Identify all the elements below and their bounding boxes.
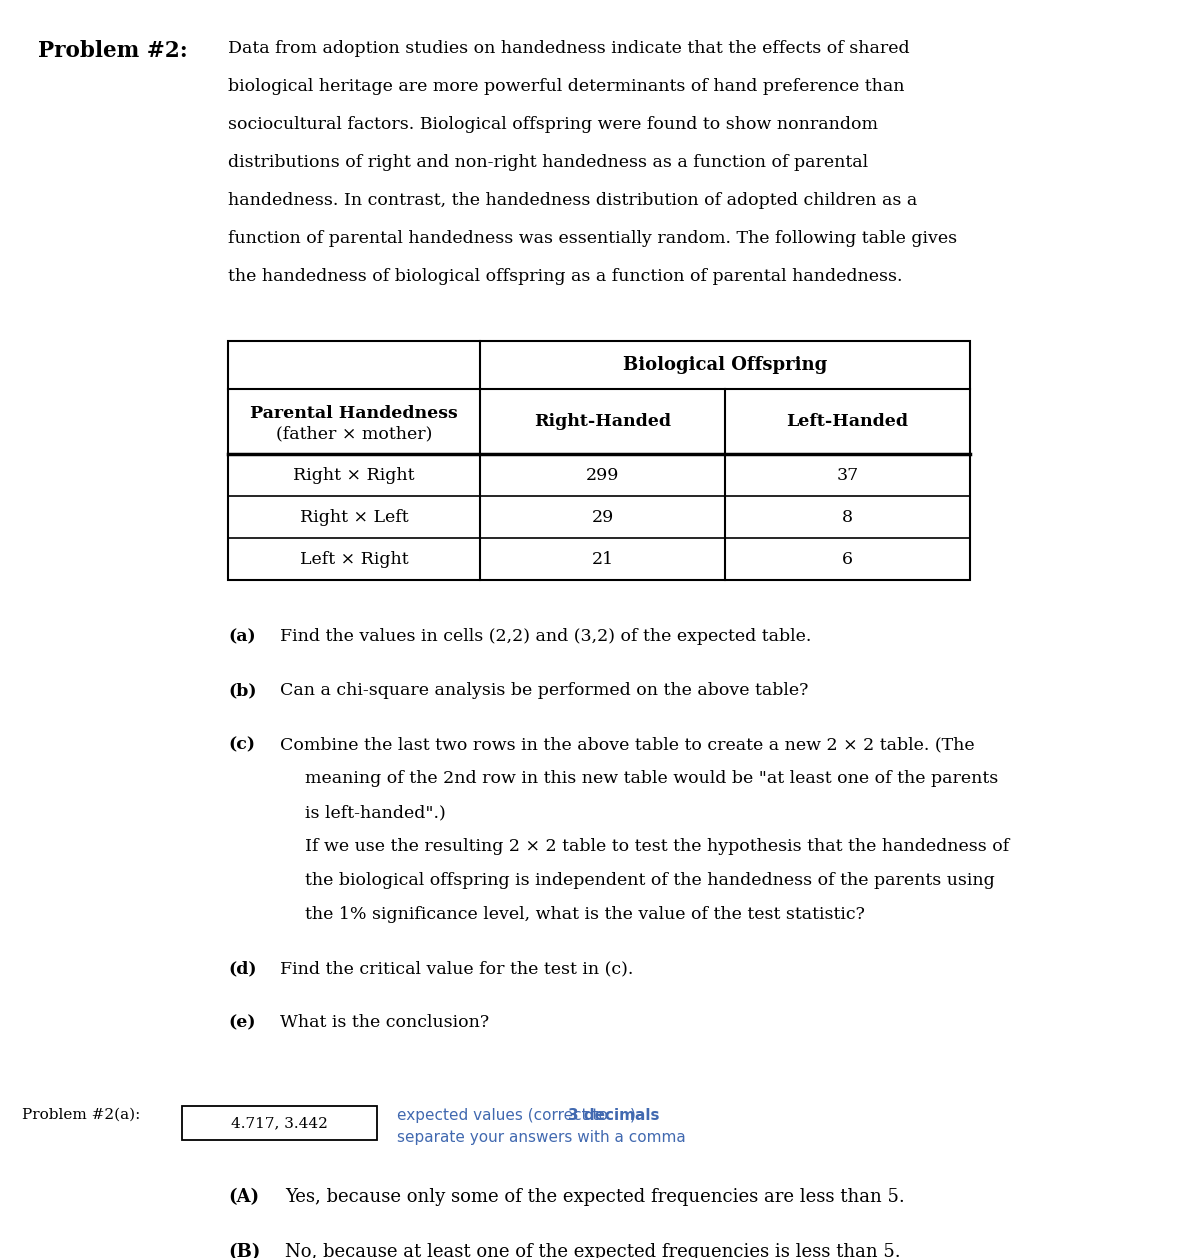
- Text: 8: 8: [842, 508, 853, 526]
- Text: 3 decimals: 3 decimals: [568, 1108, 659, 1123]
- Text: (B): (B): [228, 1243, 260, 1258]
- Text: What is the conclusion?: What is the conclusion?: [280, 1014, 490, 1032]
- Text: (c): (c): [228, 736, 256, 754]
- Text: Find the values in cells (2,2) and (3,2) of the expected table.: Find the values in cells (2,2) and (3,2)…: [280, 628, 811, 645]
- Text: handedness. In contrast, the handedness distribution of adopted children as a: handedness. In contrast, the handedness …: [228, 192, 917, 209]
- Text: (e): (e): [228, 1014, 256, 1032]
- Bar: [228, 341, 970, 580]
- Text: 299: 299: [586, 467, 619, 483]
- Text: If we use the resulting 2 × 2 table to test the hypothesis that the handedness o: If we use the resulting 2 × 2 table to t…: [305, 838, 1009, 855]
- Text: (a): (a): [228, 628, 256, 645]
- Text: Find the critical value for the test in (c).: Find the critical value for the test in …: [280, 960, 634, 977]
- Text: 37: 37: [836, 467, 859, 483]
- Text: Left × Right: Left × Right: [300, 551, 408, 567]
- Text: 4.717, 3.442: 4.717, 3.442: [232, 1116, 328, 1130]
- Text: distributions of right and non-right handedness as a function of parental: distributions of right and non-right han…: [228, 153, 868, 171]
- Text: Can a chi-square analysis be performed on the above table?: Can a chi-square analysis be performed o…: [280, 682, 809, 699]
- Text: biological heritage are more powerful determinants of hand preference than: biological heritage are more powerful de…: [228, 78, 905, 96]
- Text: No, because at least one of the expected frequencies is less than 5.: No, because at least one of the expected…: [286, 1243, 901, 1258]
- Text: Parental Handedness: Parental Handedness: [250, 405, 458, 421]
- Text: Combine the last two rows in the above table to create a new 2 × 2 table. (The: Combine the last two rows in the above t…: [280, 736, 974, 754]
- Text: (d): (d): [228, 960, 257, 977]
- Text: Yes, because only some of the expected frequencies are less than 5.: Yes, because only some of the expected f…: [286, 1188, 905, 1206]
- Text: 29: 29: [592, 508, 613, 526]
- Text: Biological Offspring: Biological Offspring: [623, 356, 827, 374]
- Text: meaning of the 2nd row in this new table would be "at least one of the parents: meaning of the 2nd row in this new table…: [305, 770, 998, 788]
- Text: (b): (b): [228, 682, 257, 699]
- Text: the 1% significance level, what is the value of the test statistic?: the 1% significance level, what is the v…: [305, 906, 865, 923]
- Text: separate your answers with a comma: separate your answers with a comma: [397, 1130, 685, 1145]
- Text: Left-Handed: Left-Handed: [786, 413, 908, 430]
- Text: ): ): [630, 1108, 636, 1123]
- Text: Right × Right: Right × Right: [293, 467, 415, 483]
- Text: expected values (correct to: expected values (correct to: [397, 1108, 613, 1123]
- Bar: [182, 1106, 377, 1140]
- Text: Right × Left: Right × Left: [300, 508, 408, 526]
- Text: 6: 6: [842, 551, 853, 567]
- Text: function of parental handedness was essentially random. The following table give: function of parental handedness was esse…: [228, 230, 958, 247]
- Text: Problem #2(a):: Problem #2(a):: [22, 1108, 140, 1122]
- Text: the biological offspring is independent of the handedness of the parents using: the biological offspring is independent …: [305, 872, 995, 889]
- Text: (A): (A): [228, 1188, 259, 1206]
- Text: is left-handed".): is left-handed".): [305, 804, 445, 821]
- Text: Problem #2:: Problem #2:: [38, 40, 187, 62]
- Text: sociocultural factors. Biological offspring were found to show nonrandom: sociocultural factors. Biological offspr…: [228, 116, 878, 133]
- Text: the handedness of biological offspring as a function of parental handedness.: the handedness of biological offspring a…: [228, 268, 902, 286]
- Text: 21: 21: [592, 551, 613, 567]
- Text: Right-Handed: Right-Handed: [534, 413, 671, 430]
- Text: Data from adoption studies on handedness indicate that the effects of shared: Data from adoption studies on handedness…: [228, 40, 910, 57]
- Text: (father × mother): (father × mother): [276, 425, 432, 442]
